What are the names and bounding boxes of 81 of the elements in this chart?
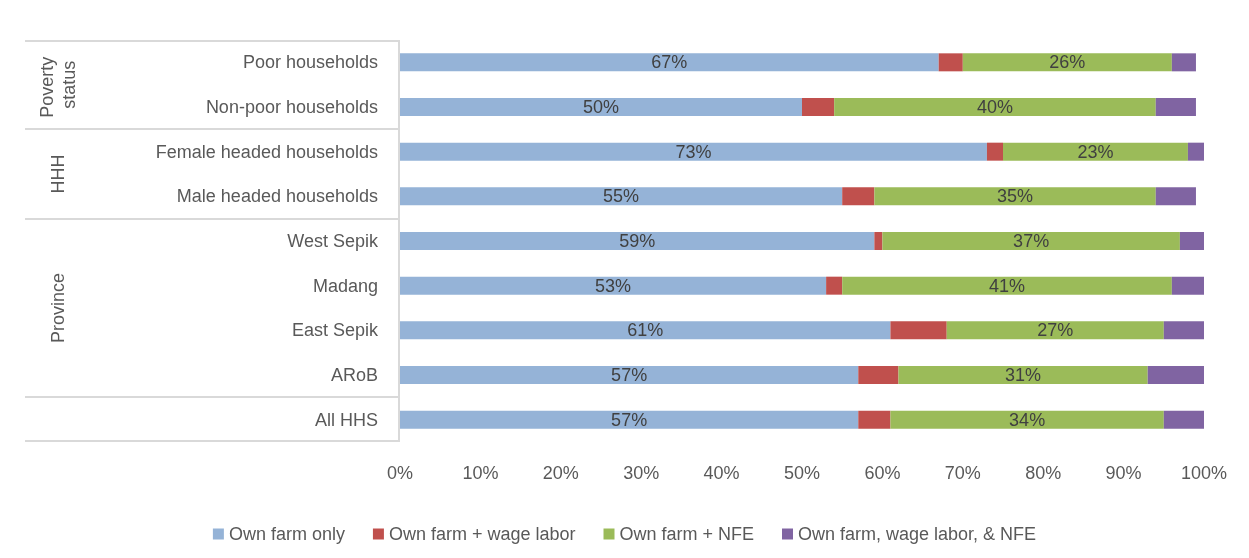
data-label: 53%	[595, 275, 632, 296]
y-tick-label: All HHS	[314, 409, 378, 430]
x-tick-label: 50%	[783, 463, 821, 483]
x-tick-label: 70%	[944, 463, 981, 483]
legend-label: Own farm only	[228, 524, 345, 544]
data-label: 59%	[619, 231, 656, 251]
data-label: 35%	[997, 186, 1034, 207]
bar	[842, 276, 1172, 295]
text: Poverty status	[37, 51, 79, 118]
bar	[400, 98, 802, 116]
bar	[882, 232, 1180, 250]
bar	[1163, 321, 1204, 340]
data-label: 55%	[603, 186, 640, 207]
bar	[842, 187, 875, 206]
bar	[1171, 276, 1204, 295]
y-tick-label: ARoB	[330, 365, 378, 385]
data-label: 40%	[976, 97, 1013, 117]
x-tick-label: 80%	[1025, 463, 1062, 483]
bar	[400, 142, 987, 161]
bar	[1155, 187, 1196, 206]
data-label: 23%	[1077, 141, 1114, 162]
bar	[400, 276, 827, 295]
x-tick-label: 20%	[542, 463, 579, 483]
legend-label: Own farm, wage labor, & NFE	[798, 524, 1037, 544]
text: HHH	[48, 154, 68, 194]
bar	[1171, 53, 1196, 72]
bar	[400, 53, 939, 72]
bar	[962, 53, 1172, 72]
data-label: 37%	[1013, 231, 1050, 251]
x-tick-label: 100%	[1180, 463, 1228, 483]
bar	[874, 187, 1156, 206]
x-tick-label: 0%	[386, 463, 414, 483]
bar	[1163, 410, 1204, 429]
bar	[1179, 232, 1204, 250]
bar	[874, 232, 883, 250]
data-label: 67%	[651, 52, 688, 73]
data-label: 31%	[1005, 365, 1042, 385]
bar	[834, 98, 1156, 116]
bar	[400, 410, 859, 429]
data-label: 61%	[627, 320, 664, 341]
bar	[400, 187, 843, 206]
legend-label: Own farm + wage labor	[388, 524, 576, 544]
bar	[802, 98, 835, 116]
data-label: 73%	[675, 141, 712, 162]
x-tick-label: 10%	[462, 463, 499, 483]
data-label: 26%	[1049, 52, 1086, 73]
bar	[400, 321, 891, 340]
data-label: 27%	[1037, 320, 1074, 341]
bar	[858, 410, 891, 429]
bar	[946, 321, 1164, 340]
bar	[858, 366, 899, 384]
data-label: 57%	[611, 409, 648, 430]
x-tick-label: 40%	[703, 463, 740, 483]
x-tick-label: 30%	[623, 463, 660, 483]
y-tick-label: West Sepik	[287, 231, 379, 251]
bar	[1187, 142, 1204, 161]
y-tick-label: East Sepik	[291, 320, 379, 341]
bar	[400, 232, 875, 250]
bar	[898, 366, 1148, 384]
bar	[938, 53, 963, 72]
y-tick-label: Female headed households	[155, 141, 378, 162]
data-label: 50%	[582, 97, 620, 117]
text: Province	[48, 272, 68, 344]
y-tick-label: Madang	[312, 275, 378, 296]
y-tick-label: Poor households	[242, 52, 378, 73]
bar	[1155, 98, 1196, 116]
legend-label: Own farm + NFE	[619, 524, 755, 544]
y-tick-label: Male headed households	[176, 186, 378, 207]
data-label: 41%	[989, 275, 1026, 296]
bar	[826, 276, 843, 295]
bar	[890, 410, 1164, 429]
x-tick-label: 90%	[1105, 463, 1142, 483]
bar	[1003, 142, 1188, 161]
bar	[986, 142, 1003, 161]
x-tick-label: 60%	[864, 463, 901, 483]
data-label: 57%	[611, 365, 648, 385]
bar	[400, 366, 859, 384]
bar	[1147, 366, 1204, 384]
bar	[890, 321, 947, 340]
y-tick-label: Non-poor households	[205, 97, 378, 117]
data-label: 34%	[1009, 409, 1046, 430]
